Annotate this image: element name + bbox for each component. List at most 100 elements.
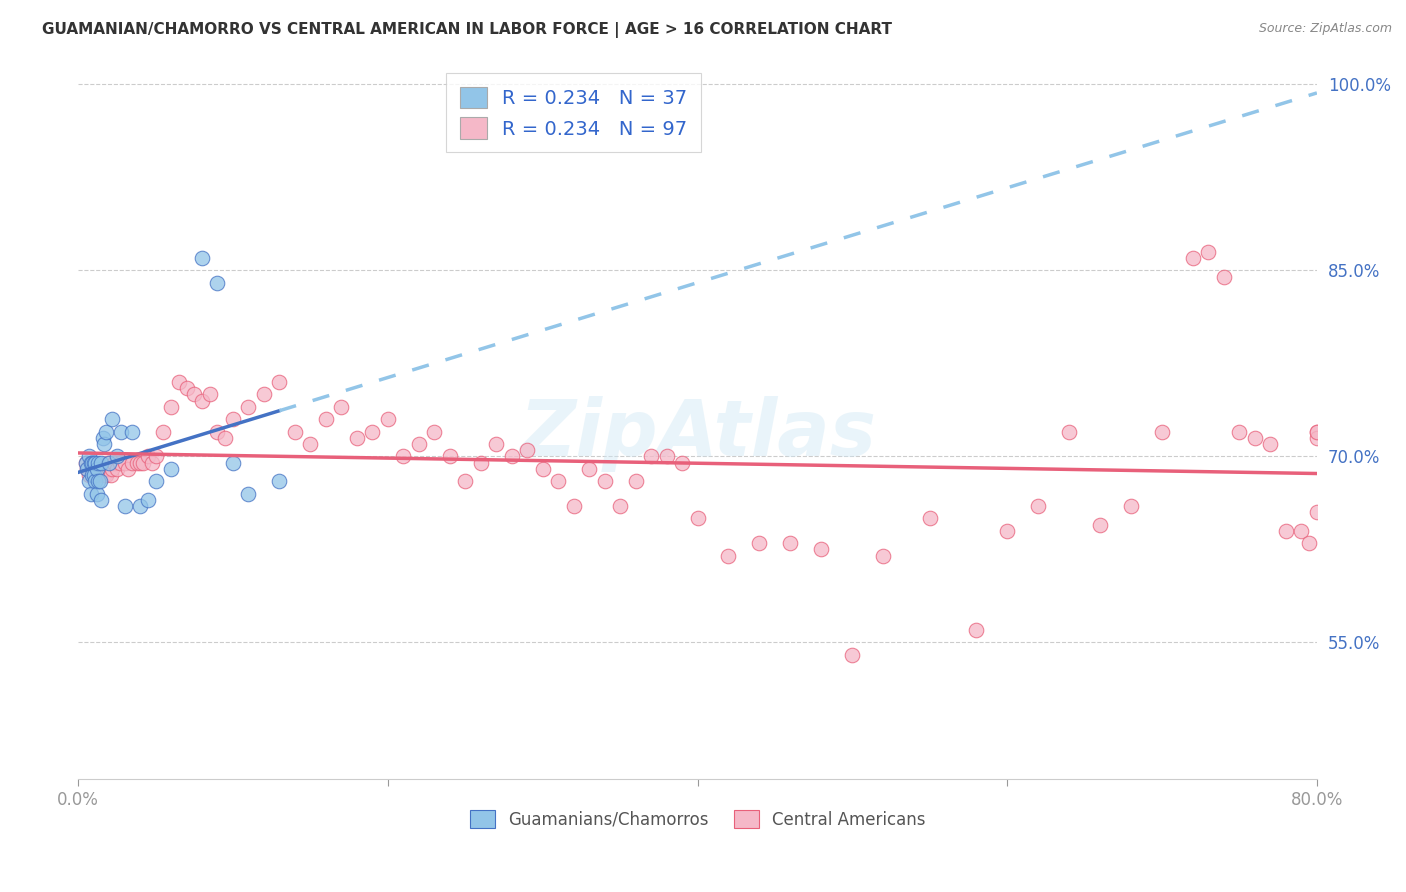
Point xyxy=(1306,425,1329,439)
Point xyxy=(86,462,108,476)
Point xyxy=(1306,425,1329,439)
Point xyxy=(198,387,221,401)
Text: GUAMANIAN/CHAMORRO VS CENTRAL AMERICAN IN LABOR FORCE | AGE > 16 CORRELATION CHA: GUAMANIAN/CHAMORRO VS CENTRAL AMERICAN I… xyxy=(42,22,893,38)
Point xyxy=(83,456,105,470)
Text: ZipAtlas: ZipAtlas xyxy=(519,396,876,472)
Point xyxy=(1198,244,1220,259)
Point xyxy=(132,456,155,470)
Legend: Guamanians/Chamorros, Central Americans: Guamanians/Chamorros, Central Americans xyxy=(463,804,932,835)
Point xyxy=(91,431,114,445)
Point xyxy=(84,462,107,476)
Point xyxy=(93,437,115,451)
Point xyxy=(77,450,100,464)
Point xyxy=(79,456,101,470)
Point xyxy=(87,468,110,483)
Point xyxy=(145,450,167,464)
Point xyxy=(90,462,112,476)
Point xyxy=(315,412,337,426)
Point xyxy=(238,486,260,500)
Point xyxy=(872,549,894,563)
Point xyxy=(86,462,108,476)
Point xyxy=(84,475,107,489)
Point xyxy=(110,425,132,439)
Point xyxy=(96,456,118,470)
Point xyxy=(531,462,554,476)
Point xyxy=(77,475,100,489)
Point xyxy=(1150,425,1173,439)
Point xyxy=(176,381,198,395)
Point xyxy=(191,251,214,265)
Point xyxy=(501,450,523,464)
Point xyxy=(75,456,97,470)
Point xyxy=(346,431,368,445)
Point xyxy=(183,387,205,401)
Point xyxy=(686,511,709,525)
Point xyxy=(593,475,616,489)
Point xyxy=(79,456,101,470)
Point xyxy=(152,425,174,439)
Point xyxy=(222,412,245,426)
Point xyxy=(79,486,101,500)
Point xyxy=(361,425,384,439)
Point xyxy=(1057,425,1080,439)
Point xyxy=(103,456,125,470)
Point xyxy=(167,375,190,389)
Text: Source: ZipAtlas.com: Source: ZipAtlas.com xyxy=(1258,22,1392,36)
Point xyxy=(76,462,98,476)
Point xyxy=(1229,425,1251,439)
Point xyxy=(191,393,214,408)
Point xyxy=(76,462,98,476)
Point xyxy=(90,456,112,470)
Point xyxy=(129,456,152,470)
Point xyxy=(84,456,107,470)
Point xyxy=(470,456,492,470)
Point xyxy=(98,456,121,470)
Point xyxy=(121,456,143,470)
Point xyxy=(121,425,143,439)
Point xyxy=(77,468,100,483)
Point xyxy=(87,475,110,489)
Point xyxy=(1026,499,1049,513)
Point xyxy=(145,475,167,489)
Point xyxy=(207,276,229,290)
Point xyxy=(485,437,508,451)
Point xyxy=(330,400,353,414)
Point xyxy=(284,425,307,439)
Point xyxy=(87,456,110,470)
Point xyxy=(269,375,291,389)
Point xyxy=(578,462,600,476)
Point xyxy=(516,443,538,458)
Point xyxy=(1260,437,1282,451)
Point xyxy=(160,400,183,414)
Point xyxy=(562,499,585,513)
Point xyxy=(377,412,399,426)
Point xyxy=(748,536,770,550)
Point xyxy=(75,456,97,470)
Point xyxy=(717,549,740,563)
Point xyxy=(1182,251,1205,265)
Point xyxy=(439,450,461,464)
Point xyxy=(1275,524,1298,538)
Point xyxy=(1298,536,1320,550)
Point xyxy=(80,462,103,476)
Point xyxy=(94,468,117,483)
Point xyxy=(117,462,139,476)
Point xyxy=(423,425,446,439)
Point xyxy=(655,450,678,464)
Point xyxy=(1306,431,1329,445)
Point xyxy=(160,462,183,476)
Point xyxy=(89,475,111,489)
Point xyxy=(94,425,117,439)
Point xyxy=(129,499,152,513)
Point xyxy=(609,499,631,513)
Point xyxy=(80,468,103,483)
Point xyxy=(1244,431,1267,445)
Point xyxy=(214,431,236,445)
Point xyxy=(1213,269,1236,284)
Point xyxy=(408,437,430,451)
Point xyxy=(108,456,131,470)
Point xyxy=(101,412,124,426)
Point xyxy=(98,462,121,476)
Point xyxy=(547,475,569,489)
Point xyxy=(238,400,260,414)
